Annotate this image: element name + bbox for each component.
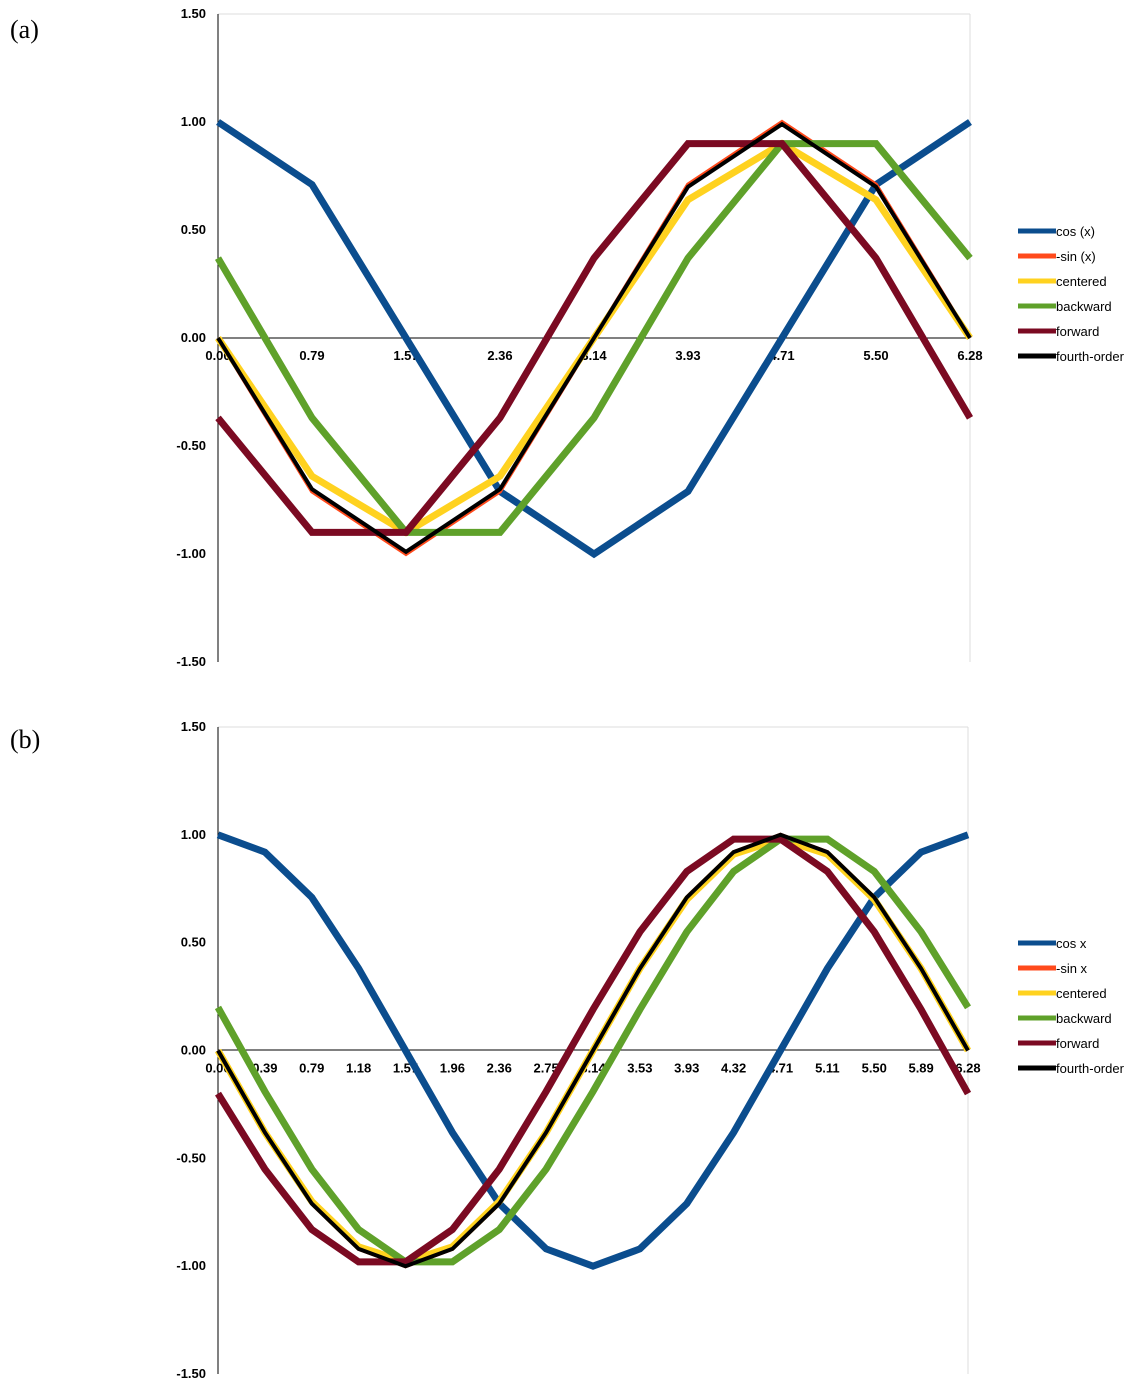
y-tick-label: 0.50 xyxy=(181,935,206,950)
legend: cos x -sin x centered backward forward fourth… xyxy=(1018,936,1125,1076)
y-tick-label: -0.50 xyxy=(176,438,206,453)
legend-label: cos (x) xyxy=(1056,224,1095,239)
series-line-fourth-order xyxy=(216,832,970,1269)
series-line-cos-x xyxy=(216,831,970,1270)
legend-label: centered xyxy=(1056,274,1107,289)
x-tick-label: 2.36 xyxy=(487,1061,512,1076)
series-line-forward xyxy=(215,140,974,536)
legend-label: fourth-order xyxy=(1056,349,1125,364)
y-tick-labels: 1.50 1.00 0.50 0.00 -0.50 -1.00 -1.50 xyxy=(176,719,206,1378)
x-tick-label: 5.11 xyxy=(815,1061,840,1076)
y-tick-label: 1.50 xyxy=(181,719,206,734)
x-tick-label: 3.93 xyxy=(674,1061,699,1076)
y-tick-label: 1.00 xyxy=(181,827,206,842)
x-tick-labels: 0.00 0.39 0.79 1.18 1.57 1.96 2.36 2.75 3.14 3.53… xyxy=(205,1061,980,1076)
series-line-fourth-order xyxy=(216,121,972,555)
x-tick-label: 2.75 xyxy=(533,1061,558,1076)
legend-label: cos x xyxy=(1056,936,1087,951)
chart-panel-a: (a) 1.50 1.00 0.50 0.00 -0.50 -1.00 -1.50 0.00… xyxy=(10,6,1125,669)
y-tick-label: 0.50 xyxy=(181,222,206,237)
y-tick-label: 1.00 xyxy=(181,114,206,129)
panel-label-a: (a) xyxy=(10,15,39,44)
x-tick-label: 3.93 xyxy=(675,348,700,363)
x-tick-label: 0.39 xyxy=(252,1061,277,1076)
x-tick-label: 3.53 xyxy=(627,1061,652,1076)
x-tick-label: 2.36 xyxy=(487,348,512,363)
series-line-backward xyxy=(214,140,973,536)
legend-label: backward xyxy=(1056,1011,1112,1026)
x-tick-label: 5.50 xyxy=(862,1061,887,1076)
series-lines xyxy=(214,119,974,559)
y-tick-label: 1.50 xyxy=(181,6,206,21)
x-tick-label: 6.28 xyxy=(955,1061,980,1076)
x-tick-label: 4.32 xyxy=(721,1061,746,1076)
x-tick-label: 0.79 xyxy=(299,348,324,363)
x-tick-label: 1.96 xyxy=(440,1061,465,1076)
x-tick-label: 5.89 xyxy=(908,1061,933,1076)
legend-label: -sin (x) xyxy=(1056,249,1096,264)
legend-label: fourth-order xyxy=(1056,1061,1125,1076)
series-line-forward xyxy=(215,835,972,1266)
x-tick-label: 5.50 xyxy=(863,348,888,363)
legend-label: centered xyxy=(1056,986,1107,1001)
legend-label: backward xyxy=(1056,299,1112,314)
x-tick-labels: 0.00 0.79 1.57 2.36 3.14 3.93 4.71 5.50 6.28 xyxy=(205,348,982,363)
x-tick-label: 6.28 xyxy=(957,348,982,363)
y-tick-label: 0.00 xyxy=(181,330,206,345)
legend-label: forward xyxy=(1056,1036,1099,1051)
series-line-cos-x xyxy=(216,119,972,559)
chart-panel-b: (b) 1.50 1.00 0.50 0.00 -0.50 -1.00 -1.50 0.00… xyxy=(10,719,1125,1378)
y-tick-label: -1.00 xyxy=(176,1258,206,1273)
legend-label: -sin x xyxy=(1056,961,1088,976)
y-tick-label: 0.00 xyxy=(181,1043,206,1058)
panel-label-b: (b) xyxy=(10,725,40,754)
series-lines xyxy=(214,831,972,1270)
y-tick-label: -0.50 xyxy=(176,1150,206,1165)
y-tick-label: -1.00 xyxy=(176,546,206,561)
legend: cos (x) -sin (x) centered backward forward fo… xyxy=(1018,224,1125,364)
y-tick-label: -1.50 xyxy=(176,1366,206,1378)
y-tick-label: -1.50 xyxy=(176,654,206,669)
series-line-backward xyxy=(214,835,971,1266)
x-tick-label: 0.79 xyxy=(299,1061,324,1076)
y-tick-labels: 1.50 1.00 0.50 0.00 -0.50 -1.00 -1.50 xyxy=(176,6,206,669)
legend-label: forward xyxy=(1056,324,1099,339)
x-tick-label: 1.18 xyxy=(346,1061,371,1076)
